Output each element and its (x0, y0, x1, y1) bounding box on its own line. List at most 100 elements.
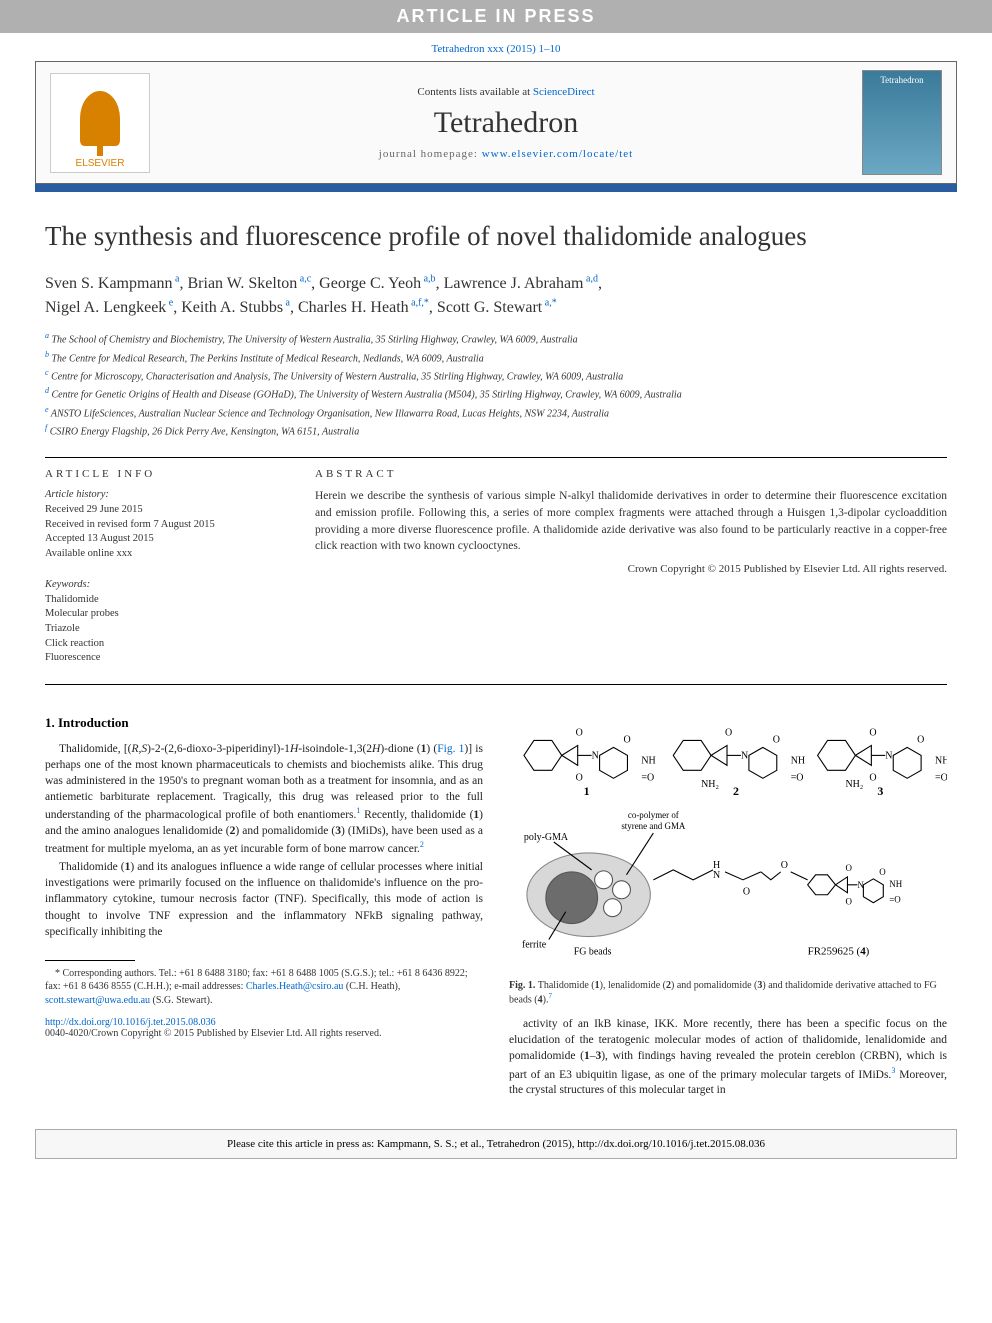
svg-text:N: N (592, 750, 599, 761)
svg-text:=O: =O (791, 772, 804, 783)
svg-text:O: O (623, 734, 630, 745)
keyword: Triazole (45, 622, 285, 637)
footnote-rule (45, 960, 135, 961)
history-item: Received 29 June 2015 (45, 503, 285, 518)
svg-text:N: N (885, 750, 892, 761)
contents-line: Contents lists available at ScienceDirec… (150, 86, 862, 98)
compound-4-label: FR259625 (4) (808, 945, 870, 957)
top-citation[interactable]: Tetrahedron xxx (2015) 1–10 (0, 33, 992, 61)
accent-bar (35, 184, 957, 192)
abstract-copyright: Crown Copyright © 2015 Published by Else… (315, 563, 947, 575)
elsevier-logo-text: ELSEVIER (76, 158, 125, 169)
svg-text:N: N (741, 750, 748, 761)
svg-text:=O: =O (935, 772, 947, 783)
svg-text:O: O (869, 772, 876, 783)
svg-text:=O: =O (889, 895, 901, 905)
doi-link[interactable]: http://dx.doi.org/10.1016/j.tet.2015.08.… (45, 1017, 216, 1028)
abstract-label: ABSTRACT (315, 468, 947, 480)
corresponding-author-footnote: * Corresponding authors. Tel.: +61 8 648… (45, 967, 483, 1008)
svg-text:NH: NH (791, 755, 805, 766)
affiliation: e ANSTO LifeSciences, Australian Nuclear… (45, 404, 947, 421)
keywords: Keywords: Thalidomide Molecular probes T… (45, 578, 285, 666)
svg-text:NH: NH (641, 755, 655, 766)
svg-text:NH₂: NH₂ (701, 779, 719, 790)
compound-2-label: 2 (733, 784, 739, 798)
history-item: Received in revised form 7 August 2015 (45, 518, 285, 533)
svg-text:O: O (773, 734, 780, 745)
keyword: Fluorescence (45, 651, 285, 666)
keyword: Click reaction (45, 637, 285, 652)
article-history: Article history: Received 29 June 2015 R… (45, 488, 285, 561)
svg-text:N: N (713, 870, 720, 881)
authors-line-1: Sven S. Kampmann a, Brian W. Skelton a,c… (45, 275, 602, 292)
keywords-label: Keywords: (45, 578, 285, 593)
authors: Sven S. Kampmann a, Brian W. Skelton a,c… (45, 272, 947, 321)
figure-1-svg: O O N O NH =O 1 (509, 715, 947, 970)
svg-text:ferrite: ferrite (522, 939, 547, 950)
svg-text:O: O (576, 727, 583, 738)
svg-text:NH₂: NH₂ (845, 779, 863, 790)
paragraph-1: Thalidomide, [(R,S)-2-(2,6-dioxo-3-piper… (45, 741, 483, 857)
svg-text:O: O (781, 860, 788, 871)
svg-text:O: O (845, 863, 852, 873)
svg-text:O: O (917, 734, 924, 745)
journal-cover-icon: Tetrahedron (862, 70, 942, 175)
history-item: Accepted 13 August 2015 (45, 532, 285, 547)
keyword: Molecular probes (45, 607, 285, 622)
rule-1 (45, 457, 947, 458)
svg-text:O: O (879, 867, 886, 877)
doi-block: http://dx.doi.org/10.1016/j.tet.2015.08.… (45, 1017, 483, 1039)
svg-text:O: O (725, 727, 732, 738)
authors-line-2: Nigel A. Lengkeek e, Keith A. Stubbs a, … (45, 299, 557, 316)
sciencedirect-link[interactable]: ScienceDirect (533, 86, 595, 98)
paragraph-3: activity of an IkB kinase, IKK. More rec… (509, 1016, 947, 1098)
svg-text:NH: NH (889, 879, 902, 889)
history-item: Available online xxx (45, 547, 285, 562)
top-citation-link[interactable]: Tetrahedron xxx (2015) 1–10 (431, 43, 560, 55)
figure-1-caption: Fig. 1. Thalidomide (1), lenalidomide (2… (509, 979, 947, 1006)
issn-line: 0040-4020/Crown Copyright © 2015 Publish… (45, 1028, 381, 1039)
citation-footer: Please cite this article in press as: Ka… (35, 1129, 957, 1159)
compound-3-label: 3 (877, 784, 883, 798)
homepage-pre: journal homepage: (379, 148, 482, 160)
journal-title: Tetrahedron (150, 106, 862, 140)
affiliations: a The School of Chemistry and Biochemist… (45, 330, 947, 439)
elsevier-tree-icon (80, 91, 120, 146)
homepage-link[interactable]: www.elsevier.com/locate/tet (482, 148, 634, 160)
svg-text:styrene and GMA: styrene and GMA (621, 821, 686, 831)
fig-1-link[interactable]: Fig. 1 (437, 743, 464, 755)
elsevier-logo: ELSEVIER (50, 73, 150, 173)
figure-1: O O N O NH =O 1 (509, 715, 947, 1006)
svg-text:poly-GMA: poly-GMA (524, 832, 569, 843)
affiliation: f CSIRO Energy Flagship, 26 Dick Perry A… (45, 422, 947, 439)
right-column: O O N O NH =O 1 (509, 715, 947, 1101)
affiliation: c Centre for Microscopy, Characterisatio… (45, 367, 947, 384)
compound-1-label: 1 (584, 784, 590, 798)
svg-text:O: O (576, 772, 583, 783)
keyword: Thalidomide (45, 593, 285, 608)
affiliation: b The Centre for Medical Research, The P… (45, 349, 947, 366)
header-center: Contents lists available at ScienceDirec… (150, 86, 862, 160)
press-banner: ARTICLE IN PRESS (0, 0, 992, 33)
history-label: Article history: (45, 488, 285, 503)
svg-text:=O: =O (641, 772, 654, 783)
svg-text:co-polymer of: co-polymer of (628, 810, 679, 820)
svg-text:NH: NH (935, 755, 947, 766)
email-link-1[interactable]: Charles.Heath@csiro.au (246, 981, 344, 992)
left-column: 1. Introduction Thalidomide, [(R,S)-2-(2… (45, 715, 483, 1101)
affiliation: a The School of Chemistry and Biochemist… (45, 330, 947, 347)
affiliation: d Centre for Genetic Origins of Health a… (45, 385, 947, 402)
contents-pre: Contents lists available at (417, 86, 532, 98)
intro-heading: 1. Introduction (45, 715, 483, 731)
abstract: Herein we describe the synthesis of vari… (315, 488, 947, 555)
homepage-line: journal homepage: www.elsevier.com/locat… (150, 148, 862, 160)
svg-text:FG beads: FG beads (574, 946, 612, 957)
article-title: The synthesis and fluorescence profile o… (45, 220, 947, 254)
rule-2 (45, 684, 947, 685)
paragraph-2: Thalidomide (1) and its analogues influe… (45, 859, 483, 939)
article-info-label: ARTICLE INFO (45, 468, 285, 480)
journal-header: ELSEVIER Contents lists available at Sci… (35, 61, 957, 184)
svg-text:O: O (743, 887, 750, 898)
svg-text:O: O (869, 727, 876, 738)
email-link-2[interactable]: scott.stewart@uwa.edu.au (45, 995, 150, 1006)
